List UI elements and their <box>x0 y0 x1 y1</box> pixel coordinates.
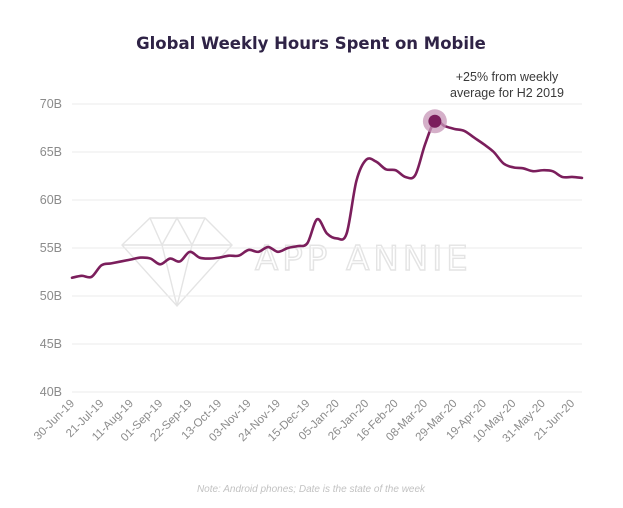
diamond-logo-icon <box>121 216 233 308</box>
y-tick-label: 60B <box>40 193 62 207</box>
y-tick-label: 40B <box>40 385 62 399</box>
x-axis: 30-Jun-1921-Jul-1911-Aug-1901-Sep-1922-S… <box>32 398 577 445</box>
y-tick-label: 50B <box>40 289 62 303</box>
series-layer <box>70 119 584 280</box>
y-tick-label: 65B <box>40 145 62 159</box>
annotation-line-2: average for H2 2019 <box>450 86 564 100</box>
series-line <box>70 119 584 280</box>
y-axis: 40B 45B 50B 55B 60B 65B 70B <box>40 97 62 399</box>
chart-title: Global Weekly Hours Spent on Mobile <box>136 34 486 53</box>
watermark: APP ANNIE <box>121 216 472 308</box>
watermark-text: APP ANNIE <box>255 239 472 279</box>
highlight-layer <box>422 109 447 134</box>
grid <box>72 103 582 393</box>
y-tick-label: 45B <box>40 337 62 351</box>
footnote: Note: Android phones; Date is the state … <box>197 484 426 495</box>
peak-annotation: +25% from weekly average for H2 2019 <box>450 70 564 100</box>
y-tick-label: 55B <box>40 241 62 255</box>
y-tick-label: 70B <box>40 97 62 111</box>
annotation-line-1: +25% from weekly <box>456 70 559 84</box>
peak-point <box>428 114 442 128</box>
